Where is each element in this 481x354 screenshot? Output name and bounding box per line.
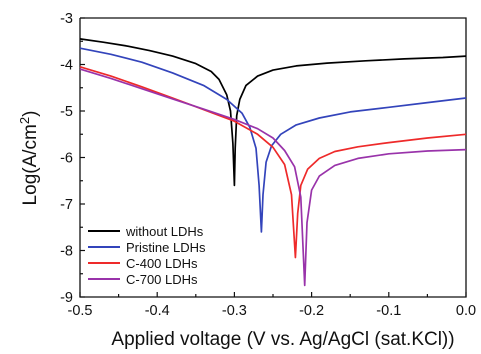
series-line-1 bbox=[79, 38, 467, 187]
y-axis-ticks: -9 -8 -7 -6 -5 -4 -3 bbox=[60, 11, 85, 306]
x-tick-label: -0.5 bbox=[68, 303, 93, 319]
x-tick-label: -0.1 bbox=[376, 303, 401, 319]
series-line-4 bbox=[79, 68, 467, 287]
x-axis-title: Applied voltage (V vs. Ag/AgCl (sat.KCl)… bbox=[111, 329, 454, 350]
y-tick-label: -6 bbox=[60, 151, 73, 167]
x-tick-label: -0.3 bbox=[222, 303, 247, 319]
y-axis-title-close: ) bbox=[20, 111, 41, 117]
legend-label: Pristine LDHs bbox=[126, 240, 206, 255]
y-tick-label: -3 bbox=[60, 11, 73, 27]
legend-label: without LDHs bbox=[125, 224, 204, 239]
plot-area: -0.5 -0.4 -0.3 -0.2 -0.1 0.0 -9 -8 -7 -6 -5 -4 -3 bbox=[60, 11, 476, 319]
legend-label: C-700 LDHs bbox=[126, 272, 198, 287]
y-tick-label: -5 bbox=[60, 104, 73, 120]
x-tick-label: 0.0 bbox=[456, 303, 476, 319]
y-axis-title-main: Log(A/cm bbox=[20, 124, 41, 205]
y-tick-label: -7 bbox=[60, 197, 73, 213]
y-tick-label: -8 bbox=[60, 244, 73, 260]
series-lines bbox=[79, 38, 467, 287]
x-tick-label: -0.4 bbox=[145, 303, 170, 319]
y-tick-label: -4 bbox=[60, 58, 73, 74]
legend-label: C-400 LDHs bbox=[126, 256, 198, 271]
y-tick-label: -9 bbox=[60, 290, 73, 306]
y-axis-title: Log(A/cm2) bbox=[17, 111, 41, 206]
y-axis-title-superscript: 2 bbox=[17, 117, 32, 124]
x-tick-label: -0.2 bbox=[299, 303, 324, 319]
series-line-2 bbox=[79, 47, 467, 233]
x-axis-ticks: -0.5 -0.4 -0.3 -0.2 -0.1 0.0 bbox=[68, 292, 476, 319]
